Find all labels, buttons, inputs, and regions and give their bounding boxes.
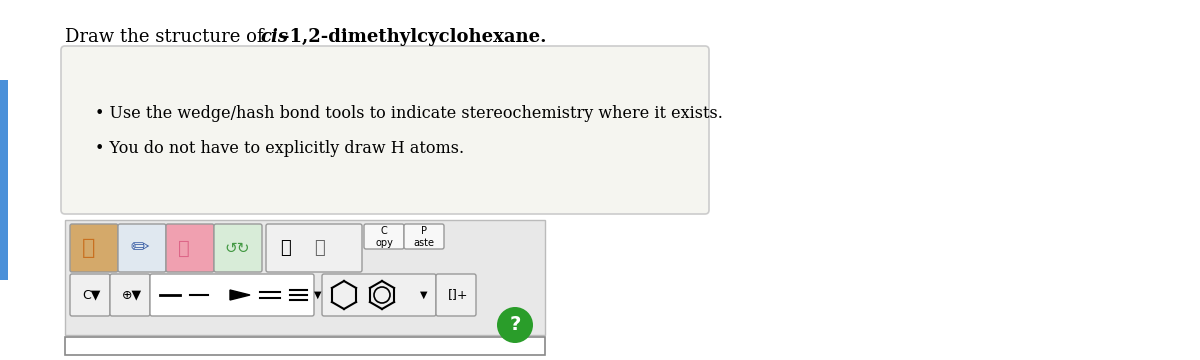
Text: -1,2-dimethylcyclohexane.: -1,2-dimethylcyclohexane.: [282, 28, 546, 46]
FancyBboxPatch shape: [404, 224, 444, 249]
FancyBboxPatch shape: [150, 274, 314, 316]
FancyBboxPatch shape: [110, 274, 150, 316]
Text: ↺↻: ↺↻: [224, 240, 250, 256]
Text: ⊕▼: ⊕▼: [122, 288, 142, 302]
FancyBboxPatch shape: [70, 274, 110, 316]
FancyBboxPatch shape: [364, 224, 404, 249]
FancyBboxPatch shape: [266, 224, 362, 272]
FancyBboxPatch shape: [70, 224, 118, 272]
Text: C
opy: C opy: [376, 226, 392, 248]
FancyBboxPatch shape: [65, 337, 545, 355]
Text: P
aste: P aste: [414, 226, 434, 248]
FancyBboxPatch shape: [61, 46, 709, 214]
Polygon shape: [230, 290, 250, 300]
Text: []+: []+: [448, 288, 468, 302]
FancyBboxPatch shape: [0, 80, 8, 280]
Text: 🧹: 🧹: [178, 239, 190, 257]
FancyBboxPatch shape: [118, 224, 166, 272]
Text: 🔍: 🔍: [280, 239, 290, 257]
FancyBboxPatch shape: [214, 224, 262, 272]
FancyBboxPatch shape: [65, 220, 545, 335]
Text: ✋: ✋: [82, 238, 95, 258]
Text: • You do not have to explicitly draw H atoms.: • You do not have to explicitly draw H a…: [95, 140, 464, 157]
Text: ✏: ✏: [130, 238, 149, 258]
Text: C▼: C▼: [82, 288, 101, 302]
Circle shape: [497, 307, 533, 343]
Text: ▼: ▼: [314, 290, 322, 300]
FancyBboxPatch shape: [322, 274, 436, 316]
Text: ?: ?: [509, 315, 521, 334]
Text: Draw the structure of: Draw the structure of: [65, 28, 269, 46]
Text: ▼: ▼: [420, 290, 427, 300]
Text: 🔍: 🔍: [314, 239, 325, 257]
FancyBboxPatch shape: [166, 224, 214, 272]
FancyBboxPatch shape: [436, 274, 476, 316]
Text: • Use the wedge/hash bond tools to indicate stereochemistry where it exists.: • Use the wedge/hash bond tools to indic…: [95, 105, 722, 122]
Text: cis: cis: [260, 28, 288, 46]
